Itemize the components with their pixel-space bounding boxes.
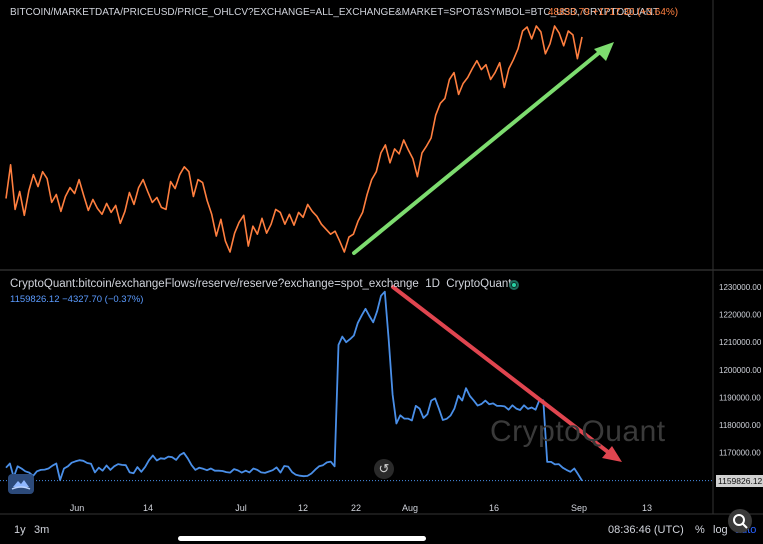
uptrend-arrow-head <box>594 42 614 61</box>
watermark: CryptoQuant <box>490 415 666 448</box>
x-axis-tick-label: 14 <box>143 503 153 513</box>
range-1y-button[interactable]: 1y <box>14 524 26 536</box>
y-axis-tick-label: 1190000.00 <box>719 393 761 402</box>
y-axis-tick-label: 1210000.00 <box>719 338 762 347</box>
zoom-button[interactable] <box>728 509 752 533</box>
reserve-pane-interval: 1D <box>425 278 440 290</box>
downtrend-arrow-head <box>602 446 622 462</box>
x-axis-tick-label: 16 <box>489 503 499 513</box>
reserve-pane-title: CryptoQuant:bitcoin/exchangeFlows/reserv… <box>10 278 419 290</box>
cryptoquant-logo-icon <box>11 480 31 490</box>
btc-price-line <box>5 25 583 253</box>
reset-chart-button[interactable]: ↺ <box>374 459 394 479</box>
y-axis-tick-label: 1220000.00 <box>719 311 762 320</box>
zoom-icon <box>733 514 748 529</box>
reserve-pane-legend[interactable]: CryptoQuant:bitcoin/exchangeFlows/reserv… <box>10 278 512 290</box>
reset-icon: ↺ <box>378 461 390 476</box>
reserve-last-price-tag: 1159826.12 <box>716 475 763 487</box>
log-scale-button[interactable]: log <box>713 524 728 536</box>
x-axis-tick-label: Aug <box>402 503 418 513</box>
x-axis-tick-label: Jun <box>70 503 85 513</box>
x-axis-tick-label: 13 <box>642 503 652 513</box>
uptrend-arrow <box>352 50 602 255</box>
y-axis-tick-label: 1180000.00 <box>719 421 761 430</box>
range-3m-button[interactable]: 3m <box>34 524 50 536</box>
x-axis-tick-label: Jul <box>235 503 247 513</box>
price-pane-last-value: 48833.79 +1717.30 (+3.64%) <box>548 7 679 18</box>
market-status-icon <box>509 280 519 290</box>
x-axis-tick-label: Sep <box>571 503 587 513</box>
price-pane-title: BITCOIN/MARKETDATA/PRICEUSD/PRICE_OHLCV?… <box>10 7 660 18</box>
downtrend-arrow <box>391 285 610 454</box>
y-axis-tick-label: 1200000.00 <box>719 366 762 375</box>
y-axis-tick-label: 1170000.00 <box>719 449 761 458</box>
reserve-pane-last-value: 1159826.12 −4327.70 (−0.37%) <box>10 294 144 305</box>
reserve-pane-source: CryptoQuant <box>446 278 512 290</box>
exchange-reserve-line <box>5 290 583 482</box>
logo-button[interactable] <box>8 474 34 494</box>
x-axis-tick-label: 22 <box>351 503 361 513</box>
y-axis-tick-label: 1230000.00 <box>719 283 762 292</box>
home-indicator <box>178 536 426 541</box>
percent-scale-button[interactable]: % <box>695 524 705 536</box>
x-axis-tick-label: 12 <box>298 503 308 513</box>
utc-time: 08:36:46 (UTC) <box>608 524 684 536</box>
